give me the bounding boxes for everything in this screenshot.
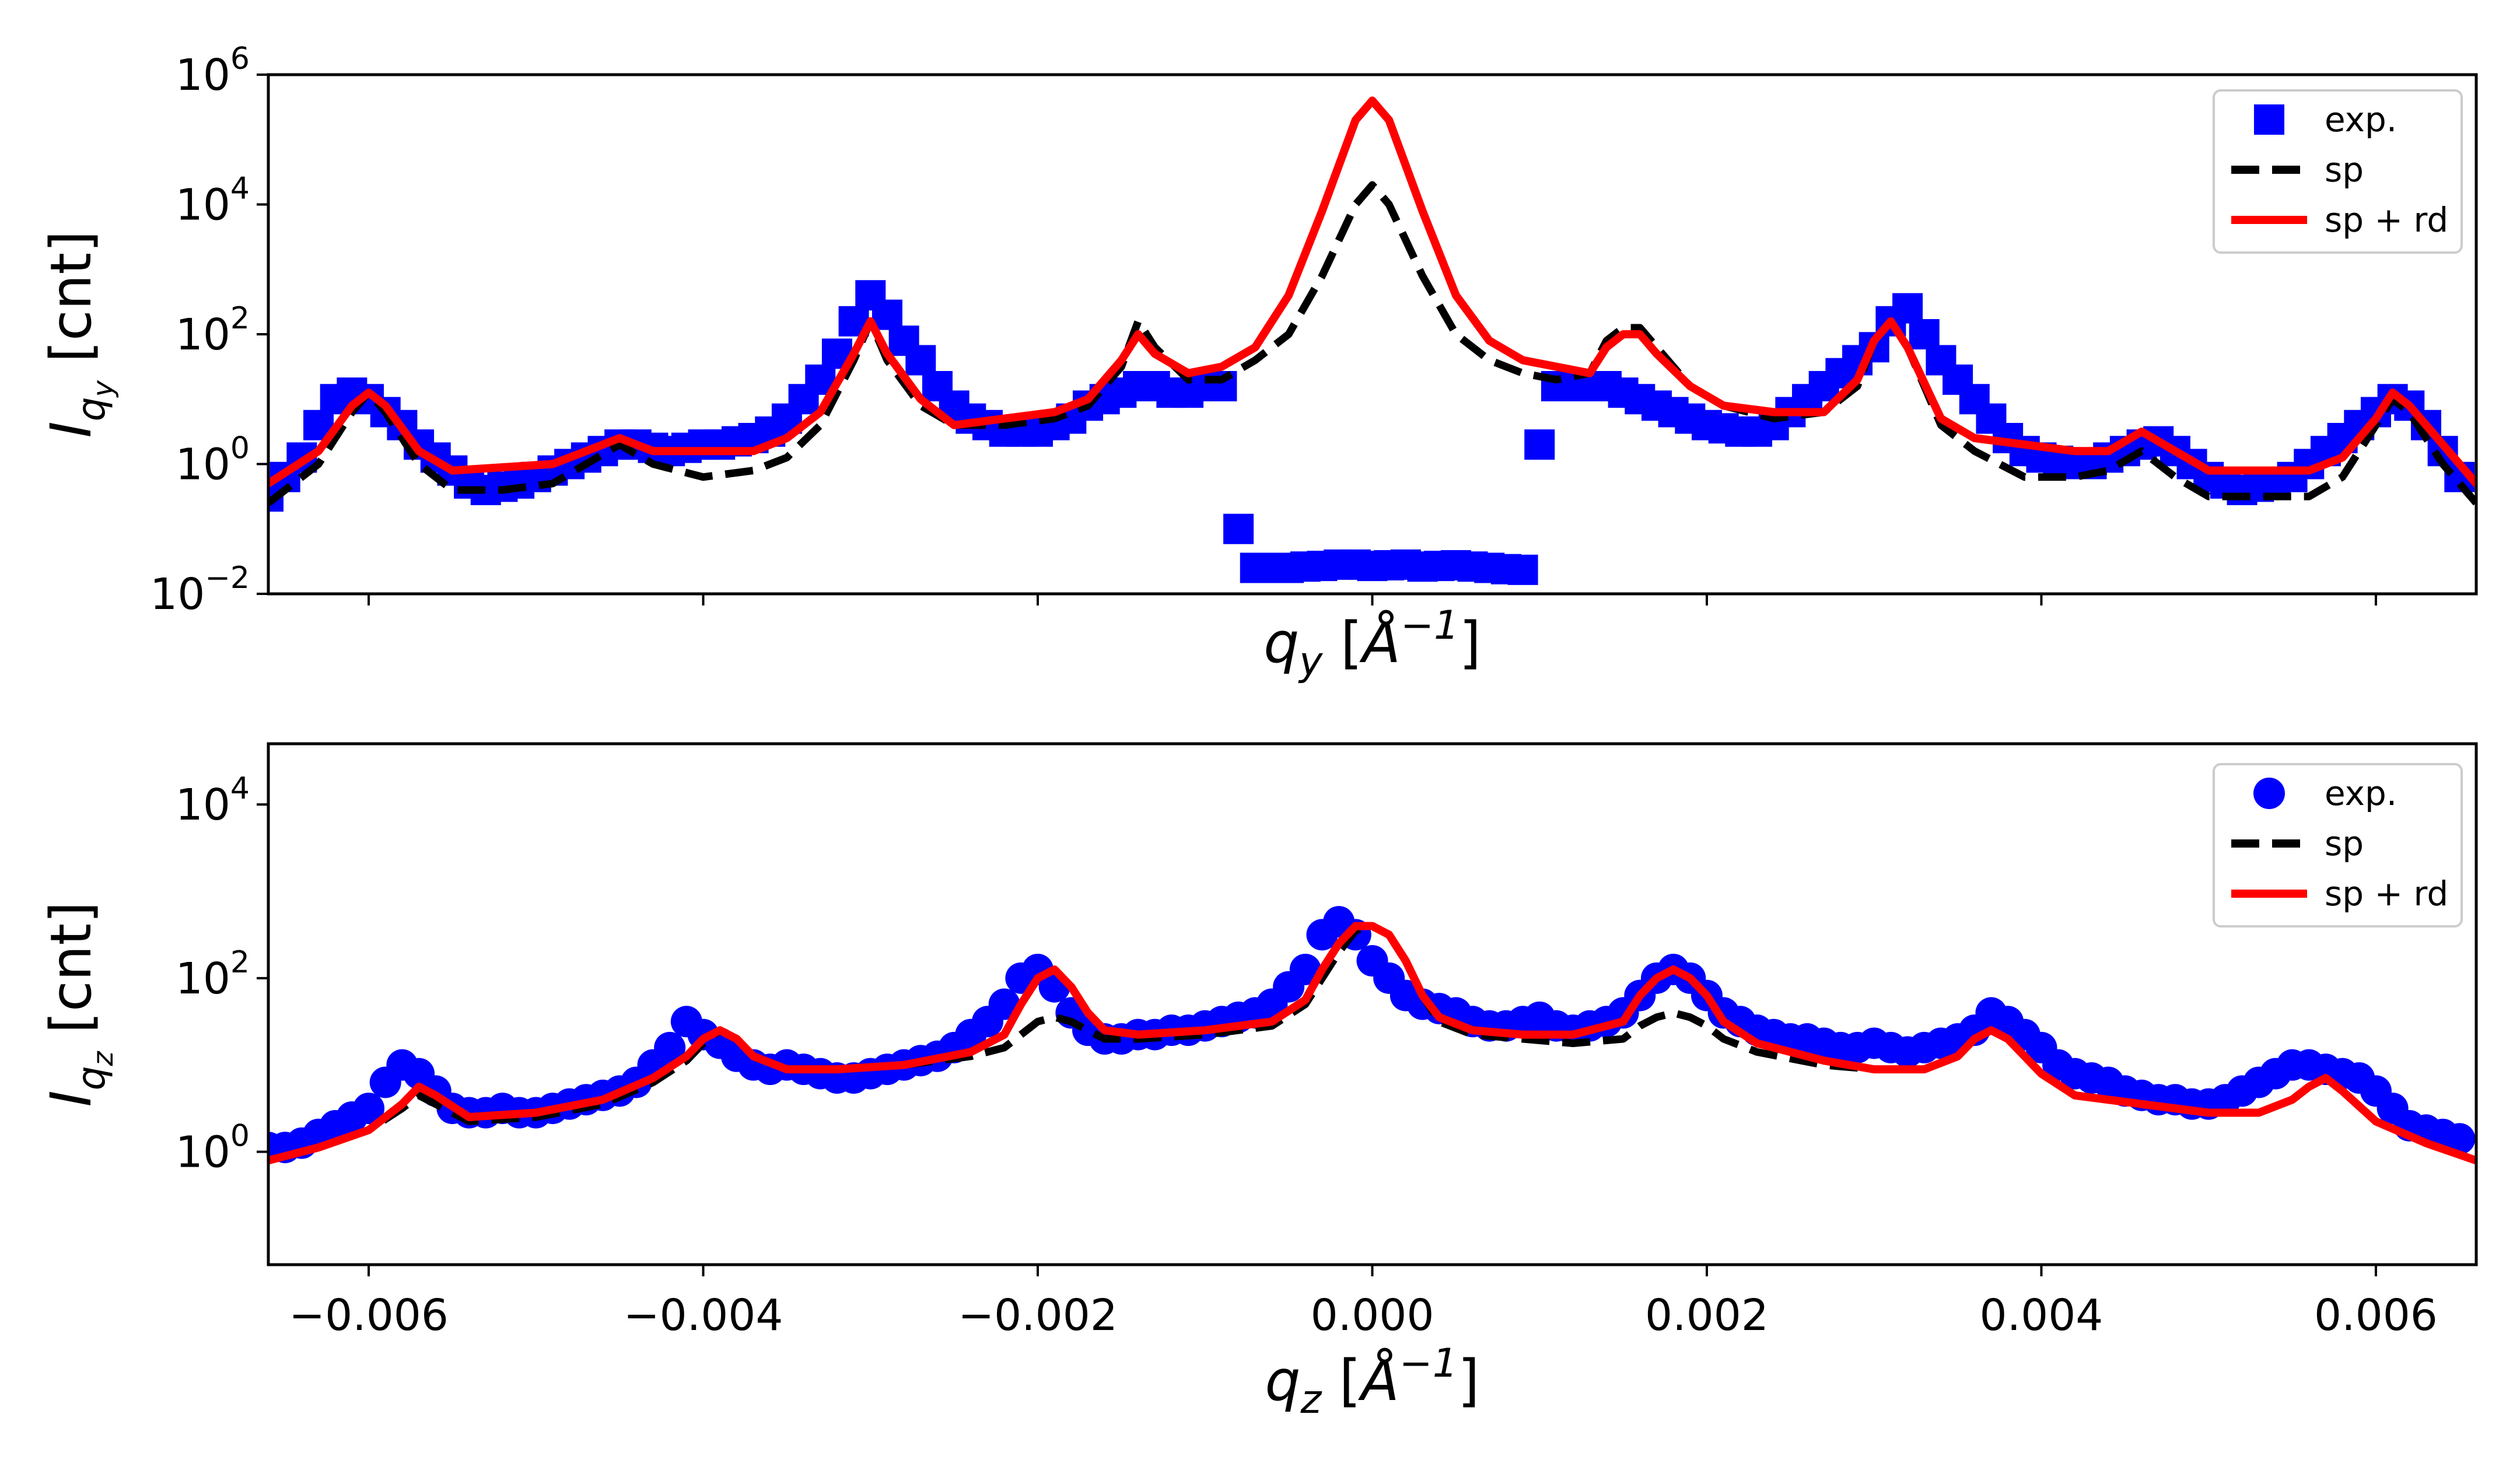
bottom-panel: −0.006 −0.004 −0.002 0.000 0.002 0.004 0.006 10… [38,742,2478,1423]
bottom-exp-point [353,1093,385,1125]
top-legend-label: exp. [2325,100,2397,139]
bottom-x-axis-title: qz [Å−1] [1265,1340,1480,1423]
top-legend: exp. sp sp + rd [2213,89,2463,254]
bottom-exp-point [2444,1123,2476,1155]
bottom-x-tick-label: 0.006 [2314,1290,2438,1340]
bottom-y-axis-title: Iqz [cnt] [38,901,120,1107]
top-y-tick-label: 106 [176,41,250,100]
top-exp-point [905,345,936,376]
top-exp-point [1507,554,1538,585]
bottom-legend-label: exp. [2325,774,2397,813]
top-y-tick-label: 10−2 [150,561,250,620]
bottom-plot-area [268,906,2476,1165]
top-y-tick-label: 102 [176,301,250,360]
bottom-sp-rd-line [268,922,2476,1165]
bottom-x-tick-label: −0.004 [624,1290,783,1340]
bottom-y-tick-label: 100 [176,1119,250,1178]
bottom-x-tick-label: 0.000 [1311,1290,1434,1340]
top-plot-area [268,96,2476,585]
top-exp-point [1892,293,1923,324]
top-y-tick-label: 104 [176,172,250,230]
bottom-x-tick-label: −0.002 [958,1290,1118,1340]
bottom-y-tick-label: 104 [176,771,250,830]
top-sp-line [268,181,2476,506]
top-legend-label: sp [2325,150,2364,190]
top-x-axis-title: qy [Å−1] [1264,603,1481,685]
bottom-exp-point [654,1031,686,1063]
bottom-x-tick-label: 0.004 [1980,1290,2104,1340]
bottom-legend-label: sp [2325,824,2364,863]
bottom-legend: exp. sp sp + rd [2213,763,2463,928]
top-y-axis-title: Iqy [cnt] [38,230,120,438]
top-exp-point [1909,319,1940,349]
top-sp-rd-line [268,96,2476,488]
top-exp-point [1524,429,1555,460]
top-series-dashed [268,181,2476,506]
top-exp-point [872,299,902,330]
bottom-x-tick-label: 0.002 [1645,1290,1769,1340]
bottom-y-tick-label: 102 [176,945,250,1004]
top-series-solid [268,96,2476,488]
bottom-legend-label: sp + rd [2325,874,2448,914]
top-exp-point [1223,513,1254,544]
bottom-legend-marker-exp [2253,778,2285,809]
top-y-tick-label: 100 [176,431,250,490]
top-legend-label: sp + rd [2325,200,2448,240]
top-panel: 10−2 100 102 104 106 qy [Å−1] Iqy [cnt] exp. sp s… [38,41,2478,685]
top-legend-marker-exp [2254,104,2284,135]
bottom-x-tick-label: −0.006 [289,1290,449,1340]
bottom-series-solid [268,922,2476,1165]
